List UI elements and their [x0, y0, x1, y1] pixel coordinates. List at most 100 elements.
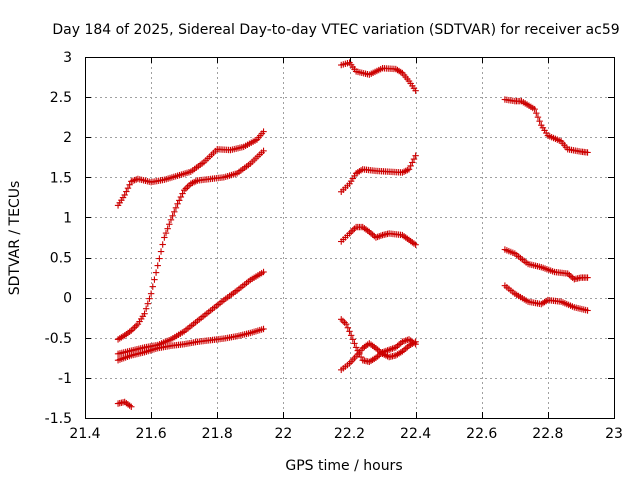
x-tick-label: 22 [274, 426, 292, 442]
y-tick-label: 1 [63, 210, 72, 226]
data-point [339, 317, 347, 325]
y-axis-label: SDTVAR / TECUs [7, 181, 23, 296]
data-point [569, 274, 576, 282]
data-point [357, 353, 365, 361]
data-point [177, 193, 185, 201]
chart-title: Day 184 of 2025, Sidereal Day-to-day VTE… [52, 22, 619, 38]
data-point [126, 181, 133, 188]
data-point [376, 233, 383, 240]
data-point [154, 262, 161, 269]
data-point [536, 117, 543, 125]
data-point [184, 183, 191, 191]
data-point [180, 186, 188, 194]
data-point [407, 162, 414, 170]
data-points [114, 59, 591, 410]
data-point [123, 188, 130, 195]
data-point [260, 325, 267, 333]
data-point [351, 225, 358, 232]
data-point [534, 113, 542, 121]
series-4 [114, 59, 591, 209]
data-point [584, 307, 591, 314]
series-2 [114, 268, 419, 374]
data-point [164, 225, 171, 232]
data-point [410, 155, 418, 163]
data-point [156, 255, 163, 262]
data-point [412, 152, 419, 159]
data-point [129, 325, 137, 333]
data-point [166, 221, 173, 228]
data-point [354, 347, 361, 354]
data-point [167, 216, 175, 224]
data-point [179, 190, 186, 197]
data-point [260, 128, 267, 135]
data-point [395, 341, 403, 348]
y-tick-label: 0 [63, 291, 72, 307]
data-point [342, 320, 350, 328]
data-point [338, 316, 345, 323]
data-point [162, 229, 170, 237]
x-tick-label: 22.8 [532, 426, 563, 442]
y-tick-label: 3 [63, 50, 72, 66]
data-point [412, 87, 419, 94]
series-1 [114, 325, 267, 364]
data-point [402, 345, 409, 352]
x-tick-label: 22.4 [400, 426, 431, 442]
data-point [533, 109, 540, 117]
data-point [157, 248, 165, 255]
data-point [144, 300, 152, 307]
axis-ticks: 21.4 21.6 21.8 22 22.2 22.4 22.6 22.8 23-1.5-1-0… [45, 50, 623, 442]
data-point [344, 324, 352, 331]
y-tick-label: -1.5 [45, 411, 72, 427]
data-point [351, 340, 358, 347]
data-point [151, 276, 158, 283]
data-point [402, 167, 409, 175]
series-3 [114, 147, 591, 343]
data-point [352, 344, 360, 351]
data-point [260, 147, 267, 155]
data-point [412, 340, 419, 348]
data-point [412, 241, 419, 248]
data-point [171, 208, 178, 216]
series-5 [114, 223, 591, 410]
data-point [356, 350, 363, 358]
y-tick-label: 1.5 [50, 170, 72, 186]
data-point [147, 290, 155, 297]
y-tick-label: -0.5 [45, 331, 72, 347]
data-point [584, 149, 591, 156]
data-point [347, 332, 355, 339]
data-point [409, 159, 416, 166]
data-point [133, 322, 140, 329]
x-tick-label: 21.8 [202, 426, 233, 442]
x-tick-label: 21.4 [69, 426, 100, 442]
data-point [405, 166, 413, 173]
y-tick-label: 0.5 [50, 251, 72, 267]
data-point [172, 204, 180, 212]
series-6 [338, 316, 419, 366]
data-point [347, 228, 355, 236]
data-point [141, 310, 148, 317]
data-point [146, 295, 153, 302]
plot-frame [85, 57, 615, 419]
data-point [346, 328, 353, 335]
x-axis-label: GPS time / hours [285, 458, 402, 474]
data-point [131, 324, 138, 331]
data-point [341, 319, 348, 326]
y-tick-label: -1 [58, 371, 72, 387]
x-tick-label: 23 [605, 426, 623, 442]
data-point [260, 268, 267, 276]
y-tick-label: 2 [63, 130, 72, 146]
y-tick-label: 2.5 [50, 90, 72, 106]
data-point [152, 269, 160, 276]
data-point [531, 105, 538, 113]
data-point [159, 241, 166, 248]
x-tick-label: 22.2 [334, 426, 365, 442]
data-point [124, 184, 132, 192]
data-point [142, 305, 150, 312]
data-point [176, 197, 183, 204]
data-point [584, 274, 591, 281]
data-point [182, 185, 190, 192]
x-tick-label: 21.6 [136, 426, 167, 442]
data-point [174, 200, 181, 208]
data-point [349, 336, 357, 343]
